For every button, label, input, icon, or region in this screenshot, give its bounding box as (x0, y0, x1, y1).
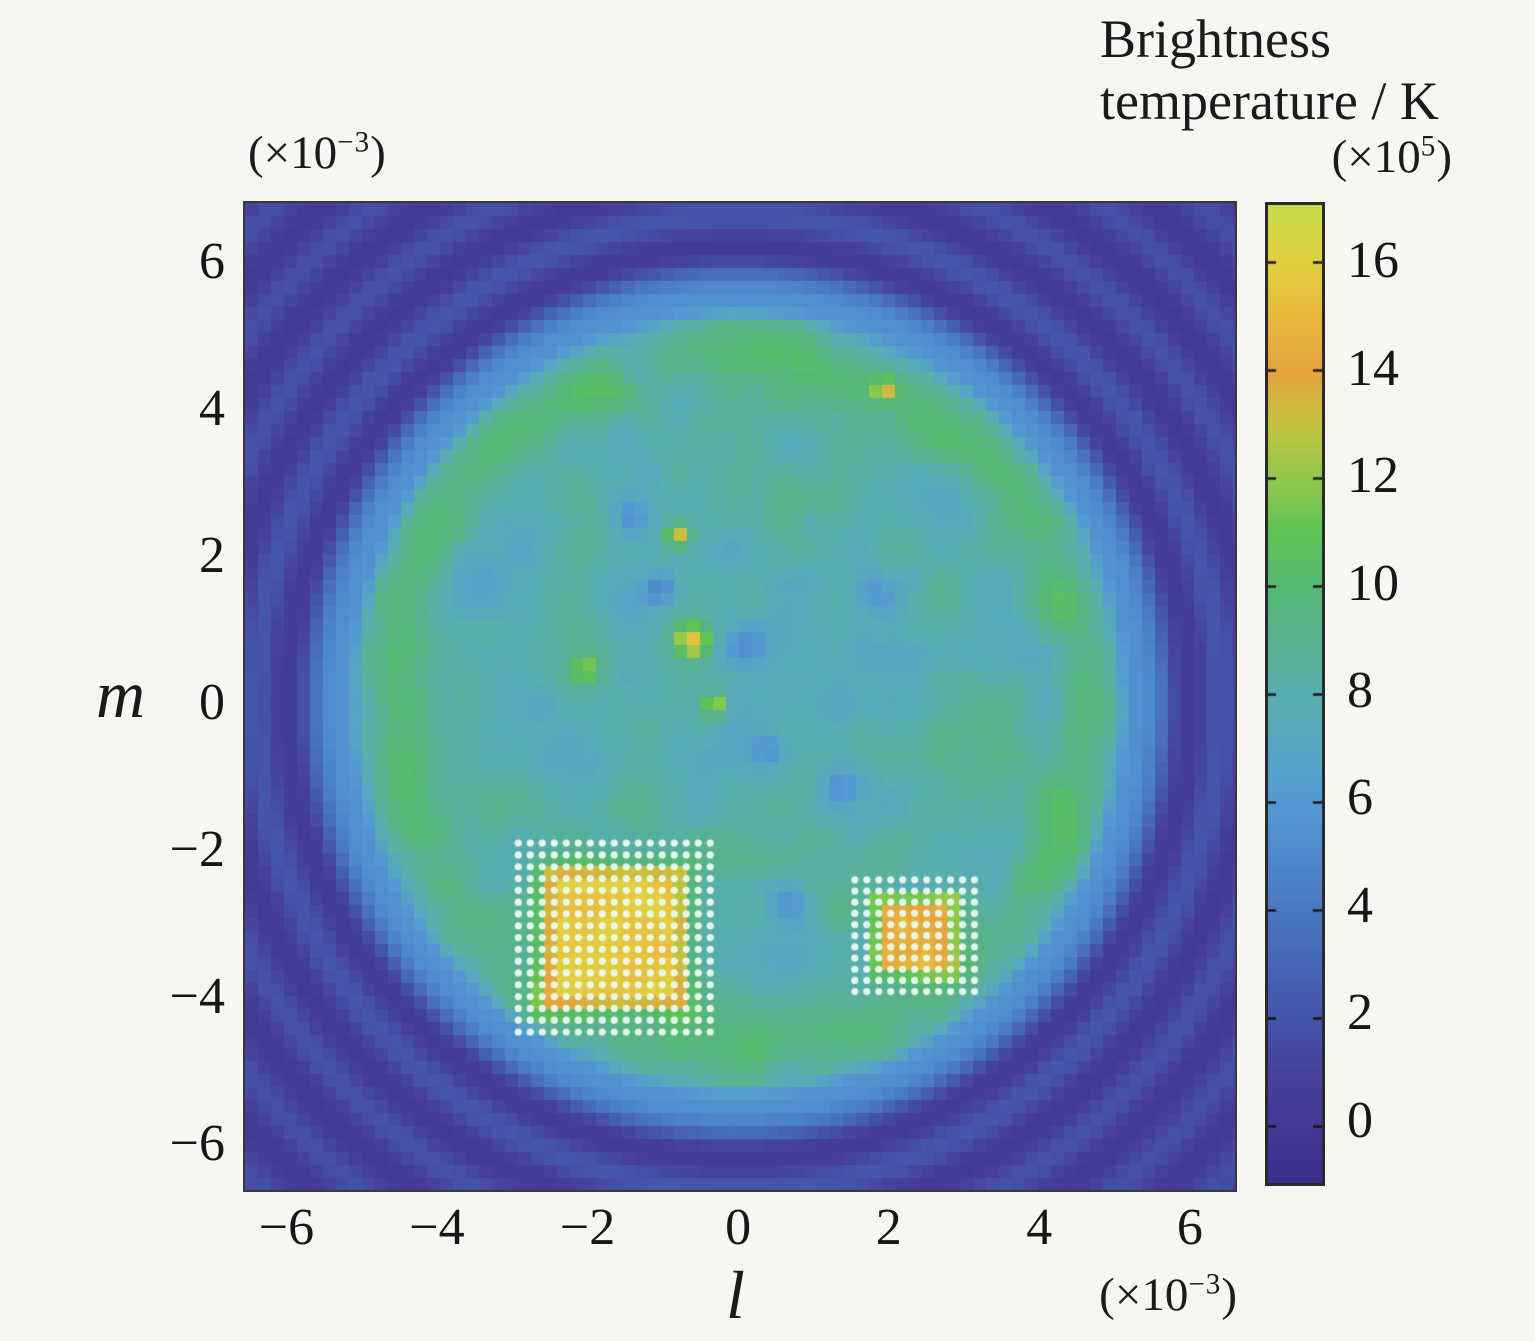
x-tick-label: −4 (409, 1199, 465, 1256)
x-axis-scale-label: (×10−3) (1099, 1268, 1237, 1321)
y-axis-scale-label: (×10−3) (248, 126, 386, 179)
y-tick-label: −6 (169, 1114, 225, 1172)
y-tick-label: 2 (199, 526, 225, 584)
colorbar-tick-label: 6 (1347, 769, 1373, 827)
x-tick-label: −6 (258, 1199, 315, 1256)
plot-area (243, 201, 1237, 1192)
colorbar-tick-label: 14 (1347, 339, 1399, 397)
x-tick-label: 6 (1176, 1199, 1203, 1256)
x-tick-label: −2 (559, 1199, 616, 1256)
colorbar-scale-label: (×105) (1331, 130, 1452, 183)
colorbar-tick-label: 4 (1347, 876, 1373, 934)
y-tick-label: 0 (199, 673, 225, 731)
x-tick-label: 2 (875, 1199, 902, 1256)
x-axis-label: l (726, 1257, 745, 1333)
colorbar-tick-label: 2 (1347, 984, 1373, 1042)
colorbar-tick-label: 16 (1347, 232, 1399, 290)
colorbar (1265, 202, 1325, 1186)
colorbar-title-line2: temperature / K (1100, 71, 1439, 131)
heatmap-canvas (245, 203, 1235, 1190)
colorbar-tick-label: 10 (1347, 554, 1399, 612)
y-tick-label: 6 (199, 232, 225, 290)
y-tick-label: −4 (169, 967, 225, 1025)
colorbar-tick-label: 12 (1347, 447, 1399, 505)
y-axis-label: m (96, 656, 146, 732)
x-tick-label: 0 (725, 1199, 752, 1256)
colorbar-title: Brightness temperature / K (1100, 8, 1520, 132)
colorbar-tick-label: 8 (1347, 662, 1373, 719)
y-tick-label: −2 (169, 820, 225, 878)
colorbar-tick-label: 0 (1347, 1091, 1373, 1149)
colorbar-title-line1: Brightness (1100, 9, 1332, 69)
colorbar-canvas (1268, 205, 1322, 1183)
x-tick-label: 4 (1026, 1199, 1053, 1256)
y-tick-label: 4 (199, 379, 225, 437)
